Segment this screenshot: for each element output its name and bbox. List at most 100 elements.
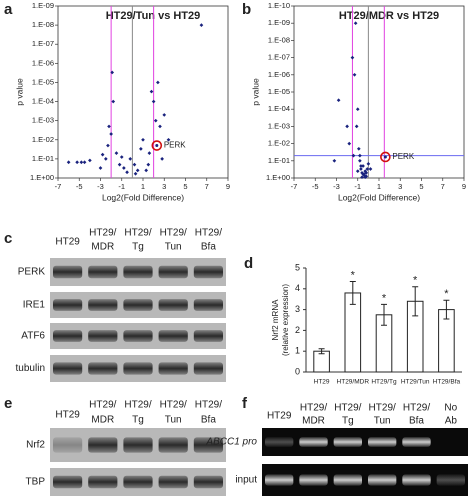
band	[265, 474, 294, 486]
band	[53, 265, 83, 279]
y-tick-label: 1.E-10	[268, 1, 290, 10]
y-tick-label: 1.E-04	[32, 97, 54, 106]
band	[299, 437, 328, 447]
point	[345, 124, 349, 129]
band	[158, 299, 188, 311]
point	[110, 70, 115, 75]
band	[436, 474, 465, 486]
error-bar	[412, 286, 419, 317]
band	[368, 474, 397, 486]
y-tick-label: 1.E-03	[268, 121, 290, 130]
band	[193, 437, 223, 453]
band	[333, 437, 362, 447]
row-label: IRE1	[23, 300, 46, 311]
point	[365, 167, 370, 171]
lane-label: HT29/	[300, 403, 327, 414]
band	[53, 362, 83, 375]
x-tick-label: 1	[141, 182, 145, 191]
y-tick-label: 1.E-06	[32, 58, 54, 67]
band	[123, 299, 153, 311]
y-tick-label: 1.E-04	[268, 104, 290, 113]
point	[151, 99, 156, 104]
significance: *	[413, 275, 418, 287]
band	[193, 299, 223, 311]
band	[299, 474, 328, 486]
annotation: PERK	[392, 152, 414, 161]
band	[53, 437, 83, 453]
point	[336, 98, 341, 103]
point	[128, 157, 133, 161]
row-label: input	[235, 475, 257, 486]
point	[354, 124, 359, 129]
lane-label: Bfa	[201, 242, 216, 253]
point	[147, 151, 152, 155]
band	[193, 362, 223, 375]
y-tick-label: 1.E-08	[32, 20, 54, 29]
x-tick-label: -1	[354, 182, 361, 191]
lane-label: HT29	[267, 411, 292, 422]
point	[347, 141, 352, 146]
point	[351, 153, 356, 158]
point	[117, 162, 122, 167]
band	[158, 265, 188, 279]
y-tick-label: 1	[295, 346, 300, 356]
point	[361, 172, 365, 177]
highlight	[151, 140, 163, 151]
band	[88, 362, 118, 375]
band	[123, 475, 153, 489]
x-tick-label: 5	[183, 182, 187, 191]
chart-title: HT29/Tun vs HT29	[106, 10, 201, 22]
lane-label: MDR	[91, 242, 114, 253]
y-axis-label: Nrf2 mRNA	[271, 299, 280, 341]
y-tick-label: 1.E-09	[268, 18, 290, 27]
lane-label: HT29/	[160, 400, 187, 411]
point	[82, 160, 87, 165]
lane-label: MDR	[91, 415, 114, 426]
x-tick-label: HT29/Tun	[401, 379, 430, 386]
point	[358, 158, 362, 163]
y-axis-label: (relative expression)	[281, 284, 290, 356]
x-tick-label: -1	[118, 182, 125, 191]
band	[158, 475, 188, 489]
lane-label: HT29/	[124, 400, 151, 411]
y-axis-label: p value	[14, 78, 24, 106]
point	[106, 143, 110, 148]
lane-label: HT29/	[369, 403, 396, 414]
y-tick-label: 1.E-07	[268, 53, 290, 62]
point	[364, 170, 369, 175]
band	[402, 474, 431, 486]
row-label: ABCC1 pro	[205, 437, 257, 448]
y-tick-label: 1.E-09	[32, 1, 54, 10]
y-tick-label: 1.E-05	[268, 87, 290, 96]
x-tick-label: -3	[333, 182, 340, 191]
y-tick-label: 2	[295, 325, 300, 335]
point	[360, 175, 364, 180]
lane-label: Tun	[374, 416, 391, 427]
x-tick-label: 7	[205, 182, 209, 191]
lane-label: HT29	[55, 410, 80, 421]
band	[123, 362, 153, 375]
y-axis-label: p value	[250, 78, 260, 106]
point	[122, 166, 126, 170]
band	[158, 437, 188, 453]
band	[88, 475, 118, 489]
x-tick-label: -3	[97, 182, 104, 191]
band	[265, 437, 294, 447]
x-tick-label: HT29	[314, 379, 330, 386]
lane-label: HT29/	[160, 228, 187, 239]
chart-title: HT29/MDR vs HT29	[339, 10, 439, 22]
lane-label: HT29/	[195, 228, 222, 239]
band	[193, 330, 223, 342]
point	[359, 167, 363, 171]
point	[366, 161, 371, 166]
lane-label: HT29/	[195, 400, 222, 411]
error-bar	[443, 299, 450, 320]
panel-letter: e	[4, 395, 12, 412]
point	[144, 168, 149, 173]
lane-label: Tun	[165, 242, 182, 253]
significance: *	[444, 288, 449, 300]
band	[123, 330, 153, 342]
point	[139, 147, 143, 151]
band	[402, 437, 431, 447]
